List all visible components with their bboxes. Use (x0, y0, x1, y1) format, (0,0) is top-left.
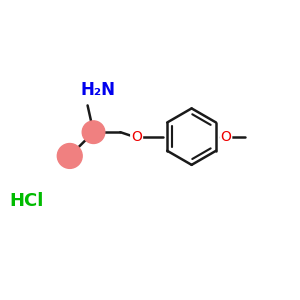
Text: O: O (220, 130, 231, 144)
Circle shape (82, 121, 105, 143)
Text: O: O (131, 130, 142, 144)
Circle shape (57, 143, 82, 168)
Text: HCl: HCl (10, 191, 44, 209)
Text: H₂N: H₂N (80, 82, 115, 100)
